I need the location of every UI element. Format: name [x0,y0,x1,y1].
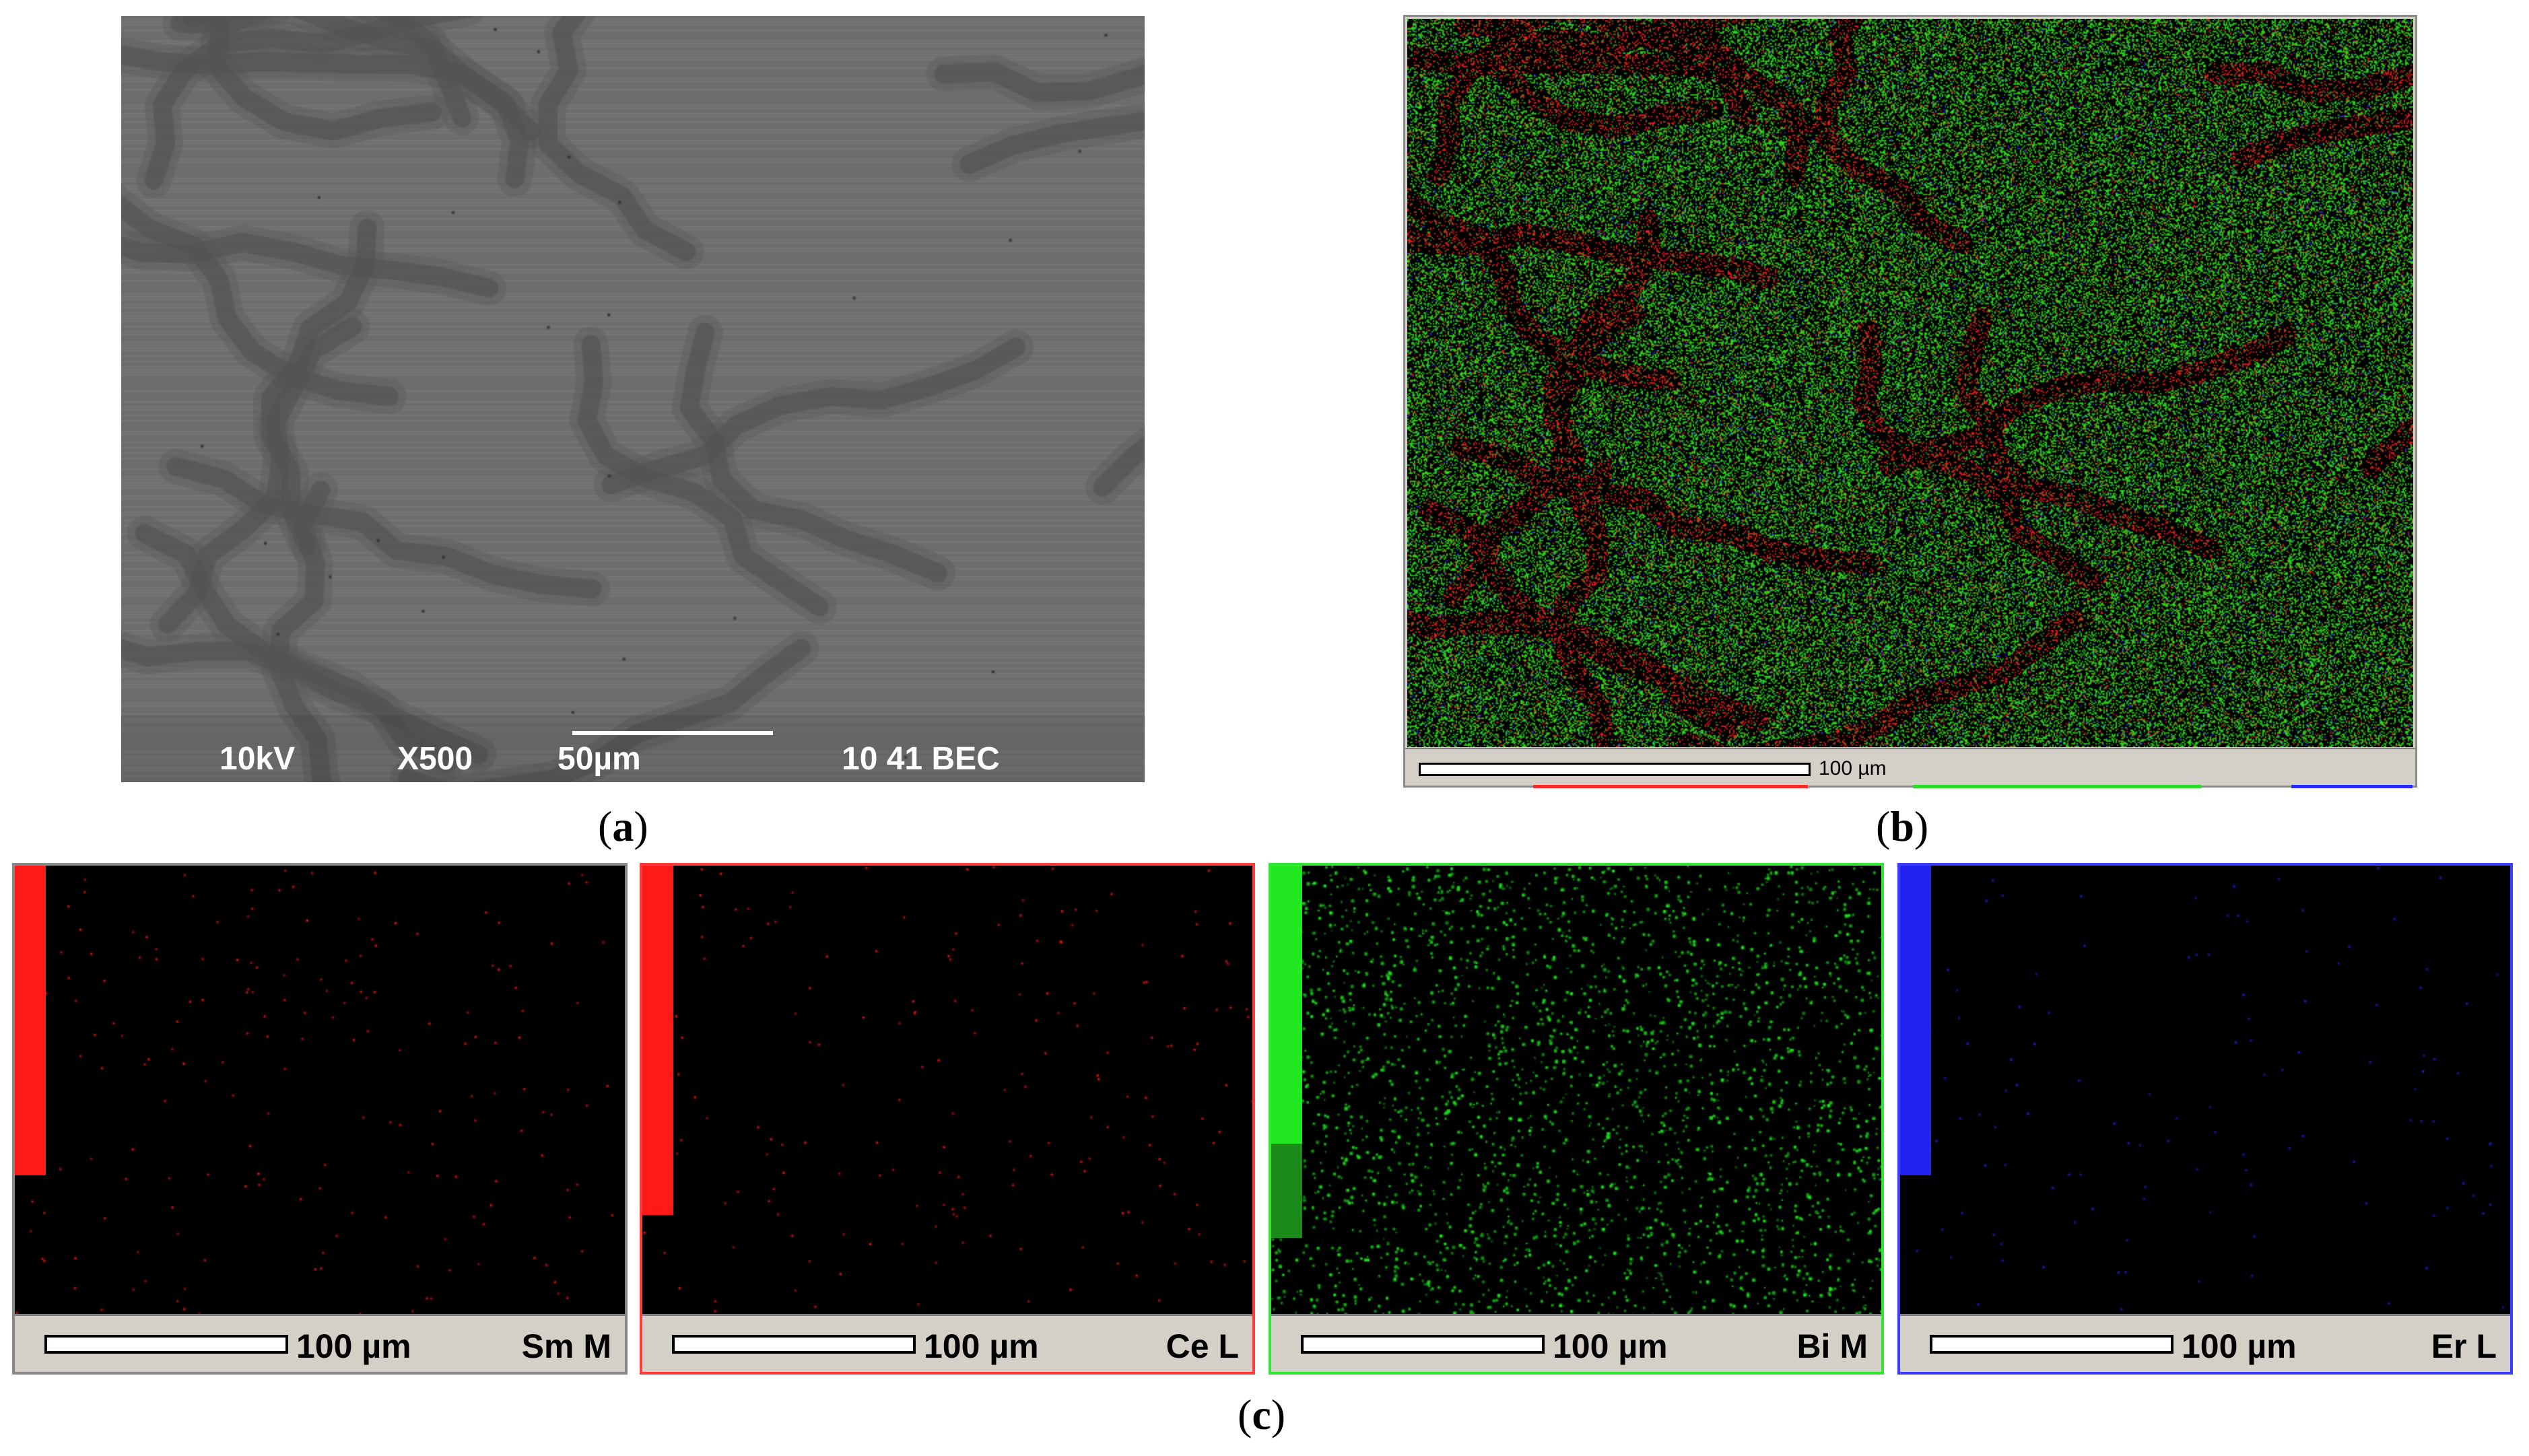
bi-intensity-bar [1271,866,1302,1144]
sem-scale-bar [572,731,773,735]
sem-magnification-label: X500 [397,741,473,777]
element-map-sm: 100 µm Sm M [12,863,628,1375]
overlay-scale-bar [1419,763,1811,776]
bi-status-bar: 100 µm Bi M [1271,1314,1881,1372]
overlay-status-bar: 100 µm [1405,748,2415,786]
bi-scale-bar [1301,1335,1545,1354]
element-map-bi: 100 µm Bi M [1269,863,1884,1375]
sem-detector-label: 10 41 BEC [842,741,1000,777]
sm-element-label: Sm M [521,1327,611,1365]
caption-a: (a) [598,802,648,850]
ce-scale-bar [672,1335,916,1354]
ce-map-image [642,866,1252,1314]
sm-scale-label: 100 µm [296,1327,411,1365]
sm-map-image [15,866,625,1314]
overlay-scale-label: 100 µm [1819,757,1887,779]
eds-overlay-panel: 100 µm [1403,15,2417,788]
caption-b: (b) [1876,802,1929,850]
sm-scale-bar [44,1335,288,1354]
sem-image-panel: 10kV X500 50µm 10 41 BEC [121,16,1145,782]
element-map-er: 100 µm Er L [1897,863,2513,1375]
bi-intensity-bar-dark [1271,1144,1302,1238]
bi-element-label: Bi M [1796,1327,1868,1365]
sem-micrograph [121,16,1145,782]
er-intensity-bar [1900,866,1931,1175]
bi-scale-label: 100 µm [1553,1327,1668,1365]
sm-intensity-bar [15,866,46,1175]
ce-status-bar: 100 µm Ce L [642,1314,1252,1372]
overlay-underline-green [1913,785,2201,788]
er-scale-label: 100 µm [2182,1327,2297,1365]
sem-voltage-label: 10kV [220,741,296,777]
er-scale-bar [1930,1335,2173,1354]
sm-status-bar: 100 µm Sm M [15,1314,625,1372]
ce-element-label: Ce L [1166,1327,1239,1365]
overlay-underline-blue [2291,785,2413,788]
er-map-image [1900,866,2510,1314]
eds-overlay-map [1407,19,2413,747]
er-status-bar: 100 µm Er L [1900,1314,2510,1372]
caption-c: (c) [1238,1391,1286,1438]
ce-scale-label: 100 µm [924,1327,1039,1365]
element-map-ce: 100 µm Ce L [640,863,1255,1375]
er-element-label: Er L [2431,1327,2497,1365]
sem-scale-label: 50µm [558,741,641,777]
overlay-underline-red [1533,785,1808,788]
ce-intensity-bar [642,866,673,1215]
bi-map-image [1271,866,1881,1314]
